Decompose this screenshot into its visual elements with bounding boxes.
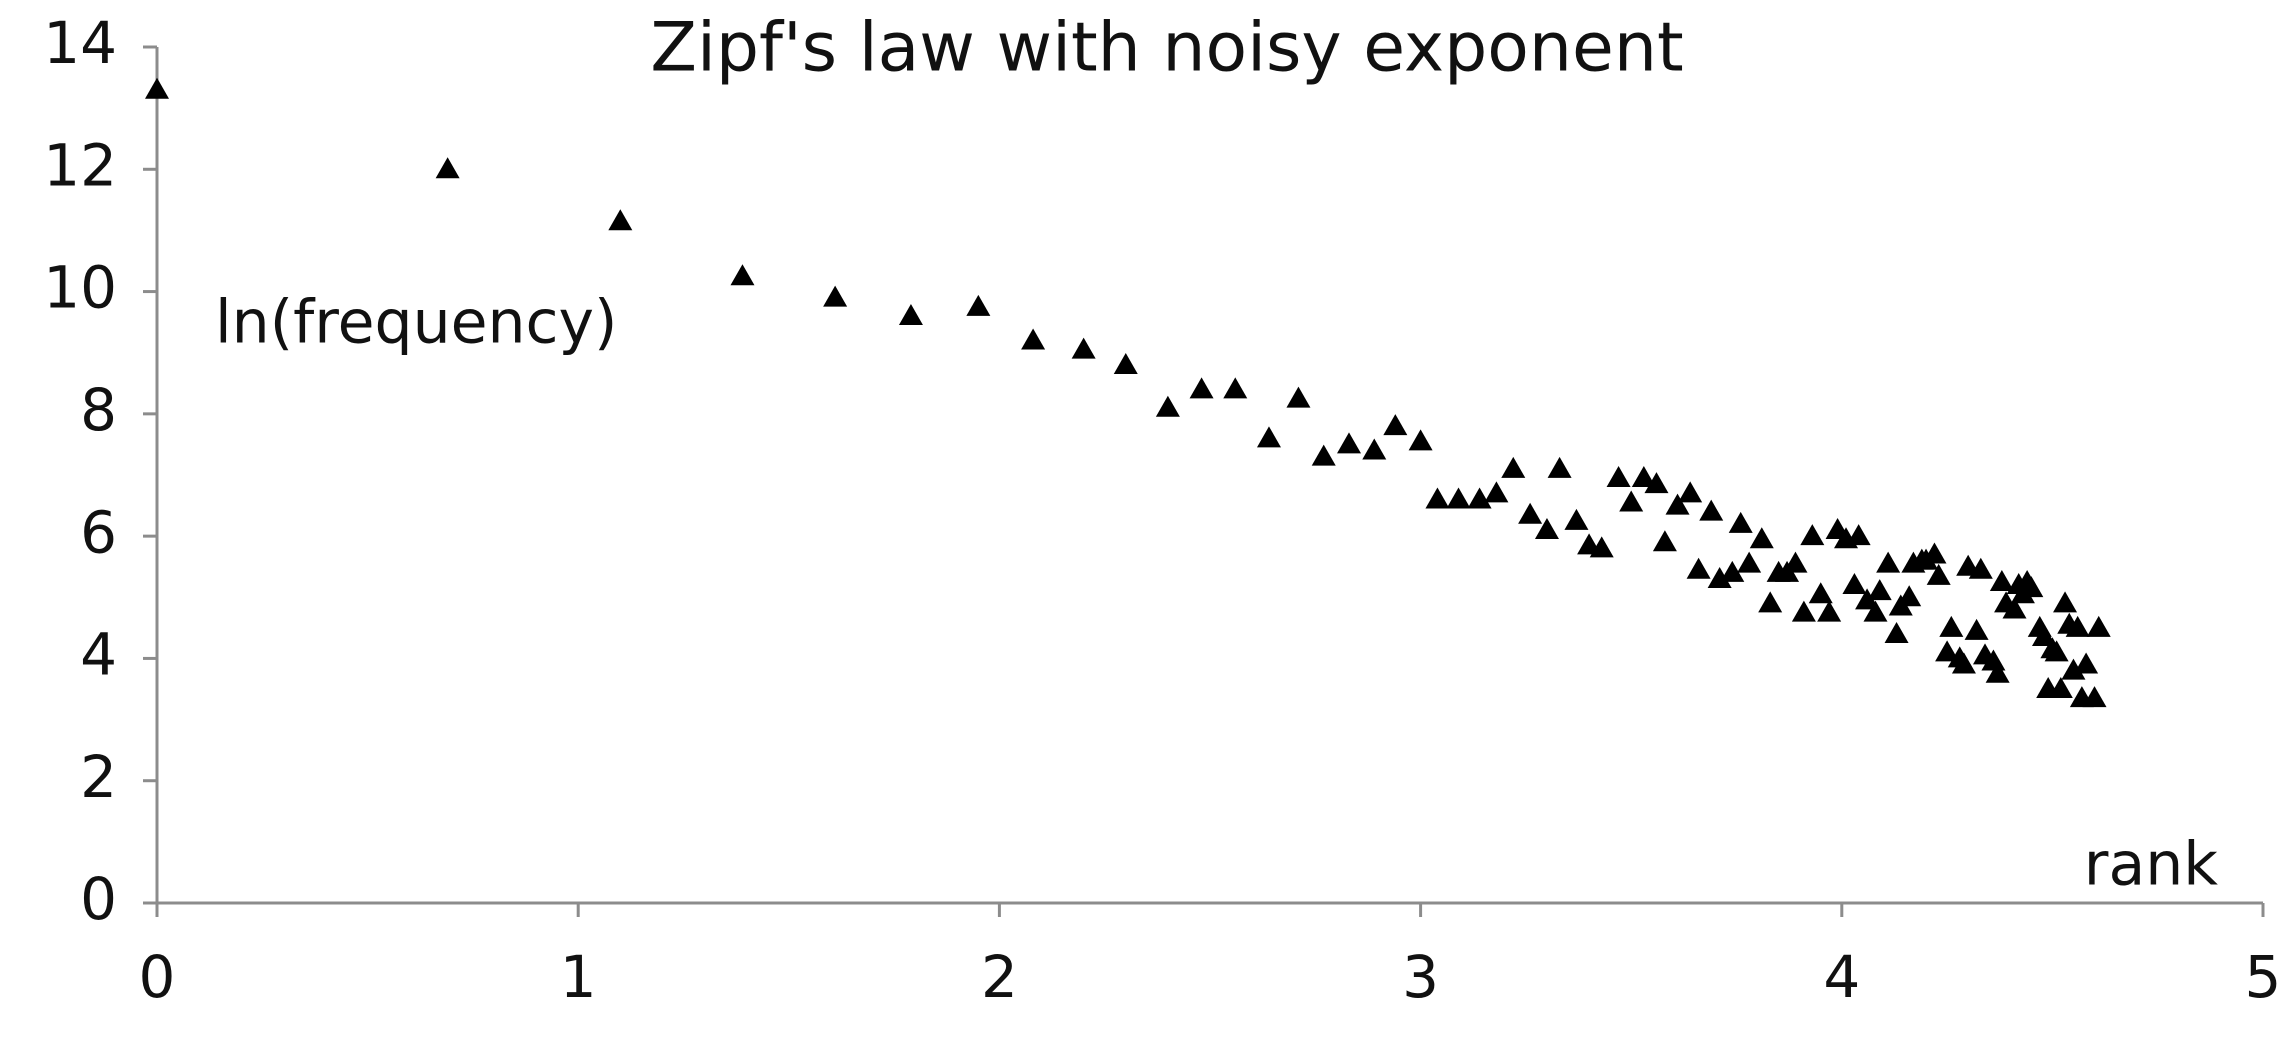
point	[1113, 352, 1138, 374]
y-tick-label: 14	[43, 9, 117, 77]
y-tick-label: 4	[80, 621, 117, 689]
point	[730, 264, 755, 286]
point	[1336, 432, 1361, 454]
point	[1686, 557, 1711, 579]
point	[1749, 527, 1774, 549]
point	[2086, 615, 2111, 637]
point	[1189, 377, 1214, 399]
point	[1791, 600, 1816, 622]
point	[1383, 414, 1408, 436]
point	[1484, 481, 1509, 503]
point	[1939, 615, 1964, 637]
x-tick-label: 2	[981, 943, 1018, 1011]
point	[1855, 588, 1880, 610]
point	[2044, 640, 2069, 662]
y-axis-label: ln(frequency)	[215, 288, 617, 358]
point	[1155, 395, 1180, 417]
y-tick-label: 12	[43, 131, 117, 199]
point	[1876, 551, 1901, 573]
point	[1926, 563, 1951, 585]
point	[1707, 566, 1732, 588]
point	[898, 304, 923, 326]
point	[1564, 508, 1589, 530]
point	[1446, 487, 1471, 509]
point	[1311, 444, 1336, 466]
point	[1758, 591, 1783, 613]
point	[1884, 621, 1909, 643]
point	[1644, 472, 1669, 494]
point	[2074, 652, 2099, 674]
point	[1922, 542, 1947, 564]
point	[1846, 524, 1871, 546]
point	[1501, 456, 1526, 478]
point	[145, 77, 169, 99]
point	[1728, 511, 1753, 533]
point	[1518, 502, 1543, 524]
point	[1547, 456, 1572, 478]
point	[1783, 551, 1808, 573]
point	[1534, 518, 1559, 540]
point	[1223, 377, 1248, 399]
point	[1720, 560, 1745, 582]
x-tick-label: 3	[1402, 943, 1439, 1011]
point	[1808, 582, 1833, 604]
point	[1935, 640, 1960, 662]
point	[1652, 530, 1677, 552]
point	[1951, 652, 1976, 674]
point	[1863, 600, 1888, 622]
point	[1408, 429, 1433, 451]
point	[1897, 585, 1922, 607]
y-tick-label: 0	[80, 865, 117, 933]
point	[823, 285, 848, 307]
point	[1362, 438, 1387, 460]
point	[1678, 481, 1703, 503]
point	[1699, 499, 1724, 521]
y-tick-label: 8	[80, 376, 117, 444]
point	[2002, 597, 2027, 619]
point	[2031, 625, 2056, 647]
y-tick-label: 6	[80, 498, 117, 566]
x-axis-label: rank	[2084, 830, 2218, 900]
point	[966, 294, 991, 316]
point	[1800, 524, 1825, 546]
point	[2053, 591, 2078, 613]
y-tick-label: 2	[80, 743, 117, 811]
point	[2065, 615, 2090, 637]
point	[1589, 536, 1614, 558]
point	[1619, 490, 1644, 512]
point	[1842, 573, 1867, 595]
point	[2061, 658, 2086, 680]
point	[1071, 337, 1096, 359]
point	[1985, 661, 2010, 683]
point	[1989, 570, 2014, 591]
point	[1737, 551, 1762, 573]
x-tick-label: 5	[2245, 943, 2282, 1011]
point	[1467, 487, 1492, 509]
x-tick-label: 4	[1823, 943, 1860, 1011]
point	[1606, 466, 1631, 488]
point	[1665, 493, 1690, 515]
point	[1021, 328, 1046, 350]
point	[1286, 386, 1311, 408]
point	[1817, 600, 1842, 622]
chart-title: Zipf's law with noisy exponent	[650, 9, 1683, 88]
point	[2082, 686, 2107, 708]
point	[1964, 618, 1989, 640]
point	[1425, 487, 1450, 509]
x-tick-label: 0	[139, 943, 176, 1011]
x-tick-label: 1	[560, 943, 597, 1011]
point	[435, 157, 460, 179]
point	[608, 209, 633, 231]
point	[1867, 579, 1892, 601]
point	[2048, 677, 2073, 698]
point	[1256, 426, 1281, 448]
y-tick-label: 10	[43, 254, 117, 322]
point	[2019, 576, 2044, 598]
point	[1968, 557, 1993, 579]
point	[1631, 466, 1656, 488]
